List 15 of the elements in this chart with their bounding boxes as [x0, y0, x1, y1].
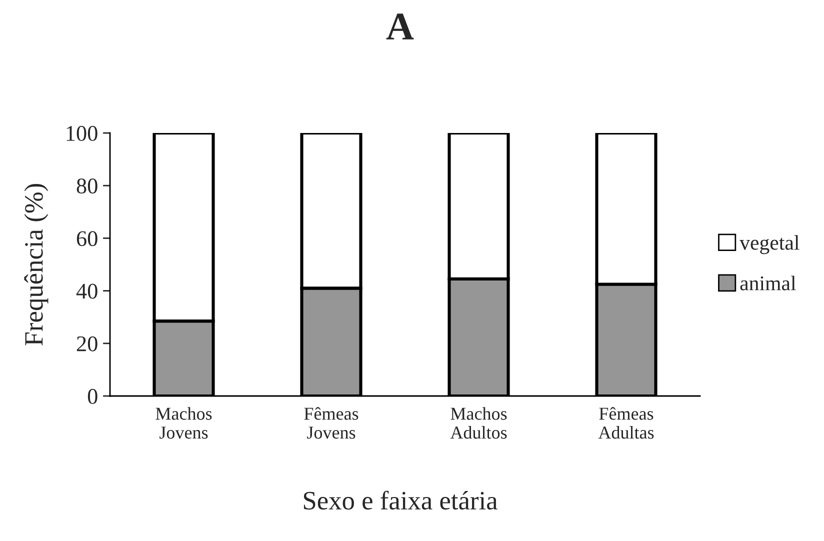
y-axis-title: Frequência (%): [24, 184, 48, 346]
chart-title: A: [386, 14, 414, 40]
x-tick-label: Fêmeas Jovens: [304, 407, 358, 439]
y-tick-label: 40: [76, 284, 98, 299]
x-tick-label: Fêmeas Adultas: [598, 407, 654, 439]
legend-label: animal: [740, 276, 796, 290]
x-axis-title: Sexo e faixa etária: [304, 490, 498, 510]
y-tick-label: 0: [88, 388, 98, 404]
y-tick-label: 20: [76, 336, 98, 352]
x-tick-label: Machos Jovens: [156, 407, 212, 439]
y-tick-label: 80: [76, 178, 98, 194]
y-tick-label: 60: [76, 231, 98, 246]
y-tick-label: 100: [66, 126, 98, 141]
legend-label: vegetal: [740, 235, 800, 254]
x-tick-label: Machos Adultos: [450, 407, 507, 439]
